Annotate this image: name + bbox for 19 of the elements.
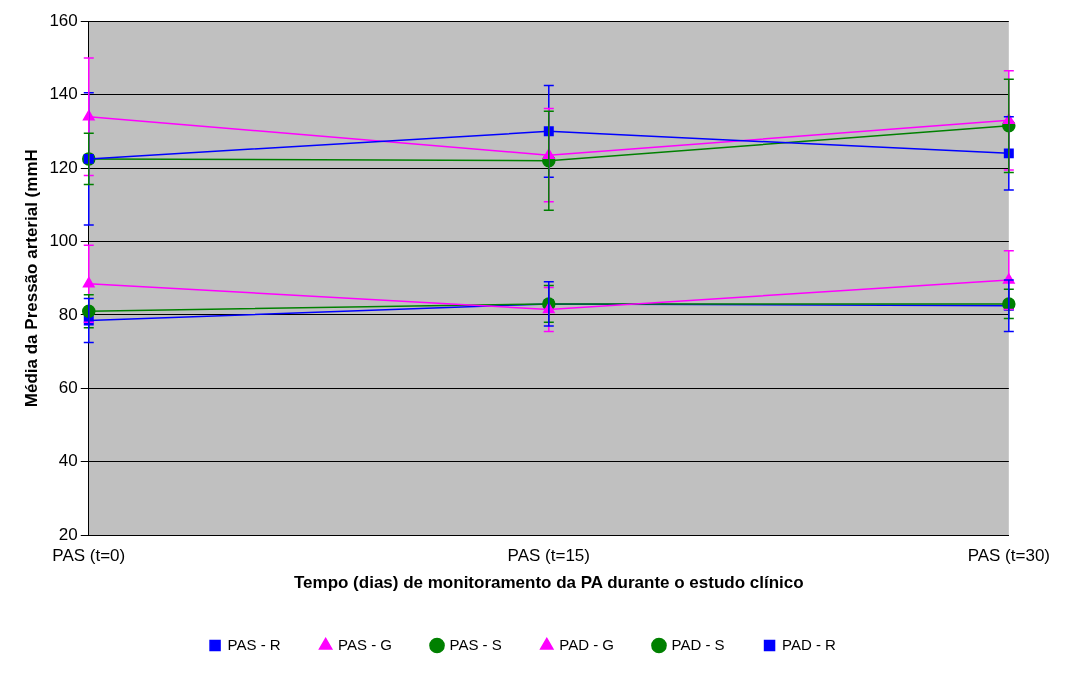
x-axis-title: Tempo (dias) de monitoramento da PA durante o estudo clínico	[293, 573, 804, 593]
y-tick-label: 40	[58, 451, 78, 471]
legend-label: PAD - G	[559, 635, 614, 653]
legend-label: PAS - G	[338, 635, 393, 653]
x-tick-label: PAS (t=30)	[967, 546, 1051, 566]
legend-label: PAD - S	[671, 635, 725, 653]
legend-label: PAD - R	[782, 635, 837, 653]
x-tick-label: PAS (t=15)	[507, 546, 590, 566]
y-tick-label: 80	[58, 304, 78, 324]
y-tick-label: 160	[49, 10, 78, 30]
x-tick-label: PAS (t=0)	[52, 546, 126, 566]
y-tick-label: 60	[58, 378, 78, 398]
y-tick-label: 100	[49, 231, 78, 251]
legend-label: PAS - R	[227, 635, 281, 653]
y-tick-label: 20	[58, 524, 78, 544]
y-axis-title: Média da Pressão arterial (mmH	[21, 149, 41, 408]
y-tick-label: 120	[49, 157, 78, 177]
y-tick-label: 140	[49, 84, 78, 104]
legend-label: PAS - S	[449, 635, 502, 653]
